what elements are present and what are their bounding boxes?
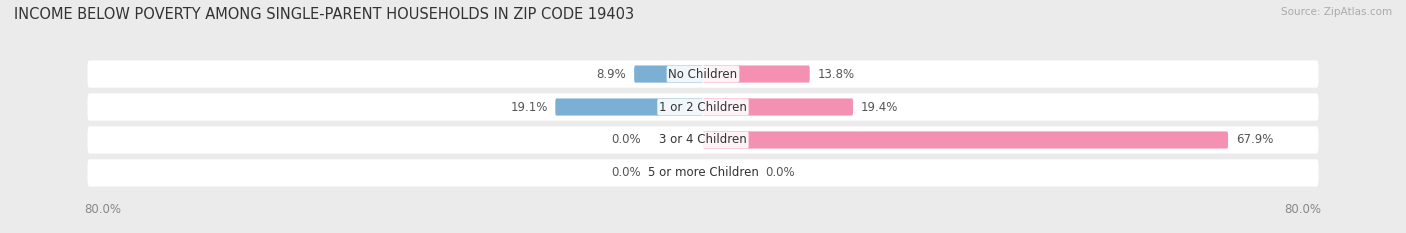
FancyBboxPatch shape [87, 60, 1319, 88]
FancyBboxPatch shape [555, 98, 703, 116]
Text: 13.8%: 13.8% [817, 68, 855, 81]
Text: INCOME BELOW POVERTY AMONG SINGLE-PARENT HOUSEHOLDS IN ZIP CODE 19403: INCOME BELOW POVERTY AMONG SINGLE-PARENT… [14, 7, 634, 22]
Text: 5 or more Children: 5 or more Children [648, 166, 758, 179]
FancyBboxPatch shape [634, 65, 703, 83]
FancyBboxPatch shape [703, 131, 1227, 149]
Text: 3 or 4 Children: 3 or 4 Children [659, 134, 747, 147]
Text: 1 or 2 Children: 1 or 2 Children [659, 100, 747, 113]
Text: 80.0%: 80.0% [84, 203, 121, 216]
Text: No Children: No Children [668, 68, 738, 81]
Text: 0.0%: 0.0% [612, 134, 641, 147]
FancyBboxPatch shape [87, 159, 1319, 187]
FancyBboxPatch shape [703, 65, 810, 83]
Text: 80.0%: 80.0% [1285, 203, 1322, 216]
Text: 8.9%: 8.9% [596, 68, 627, 81]
FancyBboxPatch shape [87, 93, 1319, 121]
Text: 0.0%: 0.0% [612, 166, 641, 179]
FancyBboxPatch shape [87, 126, 1319, 154]
Text: 19.1%: 19.1% [510, 100, 547, 113]
Text: 67.9%: 67.9% [1236, 134, 1274, 147]
Text: Source: ZipAtlas.com: Source: ZipAtlas.com [1281, 7, 1392, 17]
Text: 19.4%: 19.4% [860, 100, 898, 113]
FancyBboxPatch shape [703, 98, 853, 116]
Text: 0.0%: 0.0% [765, 166, 794, 179]
